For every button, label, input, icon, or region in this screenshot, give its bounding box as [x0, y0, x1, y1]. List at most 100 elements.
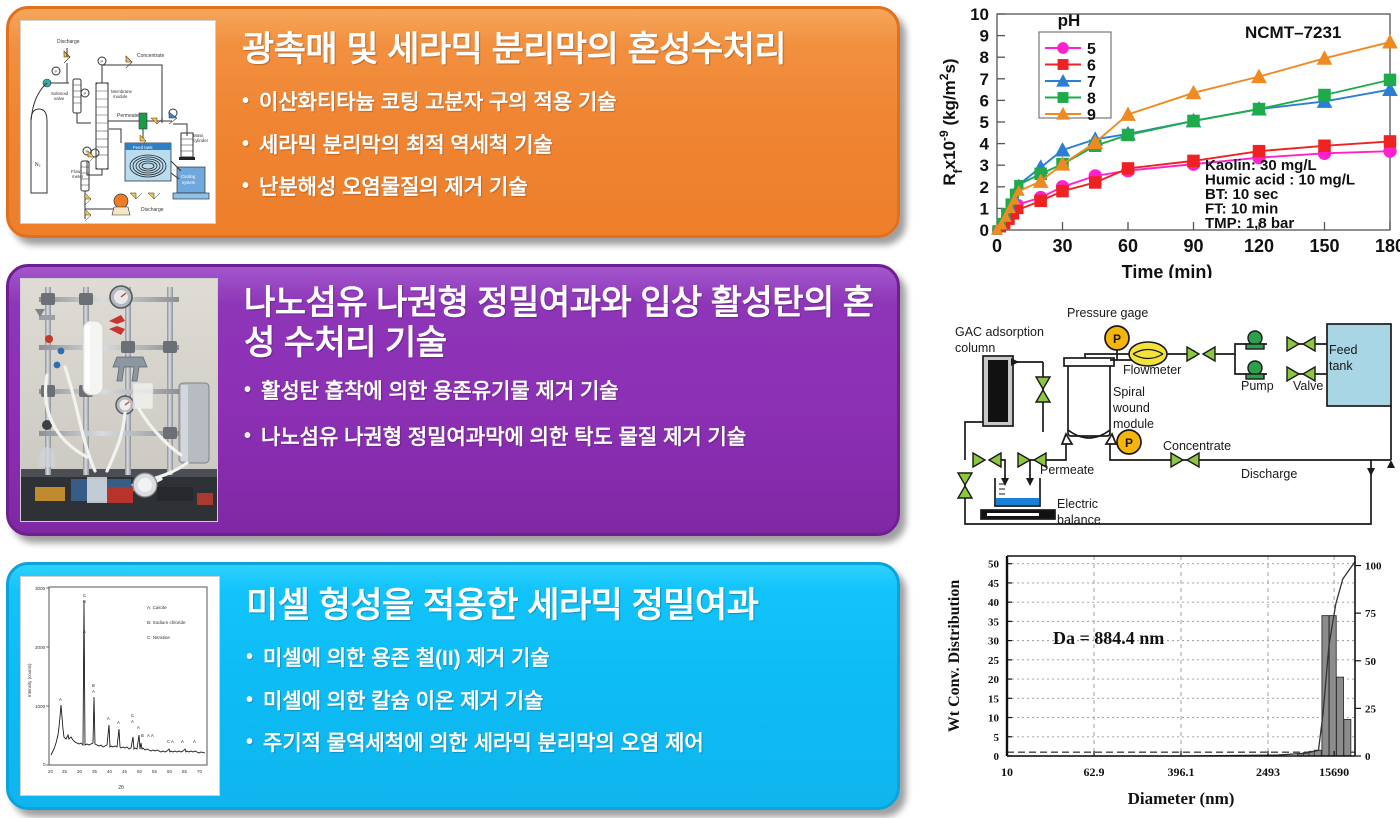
legend-label: 6 — [1087, 58, 1096, 75]
svg-text:P: P — [86, 149, 89, 154]
svg-text:A: A — [59, 697, 62, 702]
svg-text:A: A — [92, 689, 95, 694]
svg-text:module: module — [113, 94, 128, 99]
legend-label: 5 — [1087, 41, 1096, 58]
label-valve: Valve — [1293, 379, 1323, 393]
diagram-gac-spiral-wound-process: P P Feed tank Pressure gage Flowmeter Pu… — [935, 282, 1400, 542]
svg-text:A: A — [107, 716, 110, 721]
svg-text:Mass: Mass — [193, 133, 204, 138]
svg-text:A: A — [147, 733, 150, 738]
y-tick-label: 10 — [970, 5, 989, 24]
list-item: 주기적 물역세척에 의한 세라믹 분리막의 오염 제어 — [246, 730, 885, 757]
svg-text:system: system — [182, 180, 196, 185]
y-tick-label: 30 — [988, 636, 1000, 648]
y2-tick-label: 25 — [1365, 703, 1377, 715]
svg-text:Solenoid: Solenoid — [51, 91, 69, 96]
label-concentrate: Concentrate — [1163, 439, 1231, 453]
list-item: 난분해성 오염물질의 제거 기술 — [242, 174, 885, 201]
psd-bar — [1336, 676, 1344, 757]
svg-text:Flow: Flow — [71, 169, 81, 174]
x-tick-label: 396.1 — [1168, 765, 1195, 779]
legend-label: 8 — [1087, 91, 1096, 108]
svg-text:45: 45 — [122, 769, 127, 774]
label-permeate: Permeate — [1040, 463, 1094, 477]
panel-body: 나노섬유 나권형 정밀여과와 입상 활성탄의 혼성 수처리 기술 활성탄 흡착에… — [218, 267, 897, 533]
pressure-gage-symbol-bottom: P — [1125, 436, 1133, 450]
svg-text:Discharge: Discharge — [57, 39, 80, 45]
data-marker — [1057, 92, 1069, 103]
panel-nanofiber-spiral-wound-gac[interactable]: 나노섬유 나권형 정밀여과와 입상 활성탄의 혼성 수처리 기술 활성탄 흡착에… — [6, 264, 900, 536]
svg-text:2θ: 2θ — [118, 785, 124, 791]
data-marker — [1383, 73, 1397, 87]
svg-text:C: C — [167, 739, 170, 744]
panel-photocatalyst-ceramic-membrane[interactable]: N₂ P Discharge Solenoid valve — [6, 6, 900, 238]
process-flow-diagram-svg: N₂ P Discharge Solenoid valve — [21, 21, 215, 223]
svg-text:B: B — [92, 683, 95, 688]
svg-text:B: B — [141, 733, 144, 738]
svg-text:C: Nitratine: C: Nitratine — [147, 635, 170, 640]
y-tick-label: 25 — [988, 655, 1000, 667]
svg-text:Concentrate: Concentrate — [137, 53, 164, 59]
y-tick-label: 4 — [980, 135, 990, 154]
svg-text:2000: 2000 — [35, 645, 46, 650]
y-tick-label: 10 — [988, 713, 1000, 725]
bullet-list: 이산화티타늄 코팅 고분자 구의 적용 기술 세라믹 분리막의 최적 역세척 기… — [242, 89, 885, 217]
data-marker — [1057, 59, 1069, 70]
x-tick-label: 60 — [1118, 236, 1138, 256]
y-tick-label: 0 — [980, 221, 989, 240]
chart-fouling-resistance-vs-time: 0123456789100306090120150180Time (min)Rf… — [935, 2, 1400, 278]
data-marker — [1121, 162, 1135, 175]
chart-annotation-condition: FT: 10 min — [1205, 201, 1278, 218]
data-marker — [1251, 68, 1267, 84]
x-axis-label: Diameter (nm) — [1128, 789, 1235, 808]
pressure-gage-symbol-top: P — [1113, 332, 1121, 346]
svg-text:70: 70 — [197, 769, 202, 774]
data-marker — [1318, 88, 1331, 102]
label-discharge: Discharge — [1241, 467, 1297, 481]
data-marker — [1382, 81, 1398, 97]
legend-box — [1038, 31, 1112, 119]
y2-tick-label: 0 — [1365, 751, 1371, 763]
x-tick-label: 180 — [1375, 236, 1400, 256]
svg-text:P: P — [55, 69, 58, 74]
thumbnail-process-flow-diagram: N₂ P Discharge Solenoid valve — [20, 20, 216, 224]
data-marker — [1120, 106, 1136, 121]
y-axis-label: Wt Conv. Distribution — [946, 580, 963, 733]
svg-text:Discharge: Discharge — [141, 207, 164, 213]
y-tick-label: 45 — [988, 578, 1000, 590]
page-title: 미셀 형성을 적용한 세라믹 정밀여과 — [246, 586, 759, 625]
y-tick-label: 3 — [980, 156, 989, 175]
y-tick-label: 50 — [988, 559, 1000, 571]
panel-micelle-ceramic-microfiltration[interactable]: 3000 2000 1000 0 Intensity (counts) 20 25… — [6, 562, 900, 810]
y2-tick-label: 75 — [1365, 608, 1377, 620]
panel-body: 광촉매 및 세라믹 분리막의 혼성수처리 이산화티타늄 코팅 고분자 구의 적용… — [216, 9, 897, 235]
list-item: 세라믹 분리막의 최적 역세척 기술 — [242, 132, 885, 159]
label-flowmeter: Flowmeter — [1123, 363, 1181, 377]
y-tick-label: 15 — [988, 693, 1000, 705]
y-tick-label: 20 — [988, 674, 1000, 686]
svg-text:N₂: N₂ — [35, 162, 41, 168]
y-tick-label: 5 — [980, 113, 989, 132]
list-item: 미셀에 의한 칼슘 이온 제거 기술 — [246, 688, 885, 715]
label-feed-tank: Feed — [1329, 343, 1358, 357]
data-marker — [1187, 154, 1200, 168]
svg-text:A: A — [181, 739, 184, 744]
chart-annotation-code: NCMT–7231 — [1245, 23, 1341, 42]
data-marker — [1252, 102, 1266, 116]
y-tick-label: 2 — [980, 178, 989, 197]
page-title: 광촉매 및 세라믹 분리막의 혼성수처리 — [242, 30, 787, 69]
y-tick-label: 9 — [980, 27, 989, 46]
data-marker — [1087, 134, 1104, 149]
page-title: 나노섬유 나권형 정밀여과와 입상 활성탄의 혼성 수처리 기술 — [244, 284, 874, 363]
svg-text:1000: 1000 — [35, 704, 46, 709]
data-marker — [1316, 50, 1333, 65]
data-marker — [1057, 42, 1069, 54]
data-marker — [1004, 202, 1016, 214]
process-schematic-svg: P P Feed tank Pressure gage Flowmeter Pu… — [935, 282, 1400, 542]
svg-text:65: 65 — [182, 769, 187, 774]
bullet-list: 활성탄 흡착에 의한 용존유기물 제거 기술 나노섬유 나권형 정밀여과막에 의… — [244, 378, 885, 472]
data-marker — [1382, 34, 1398, 49]
svg-text:0: 0 — [43, 762, 46, 767]
svg-text:P: P — [84, 91, 87, 96]
